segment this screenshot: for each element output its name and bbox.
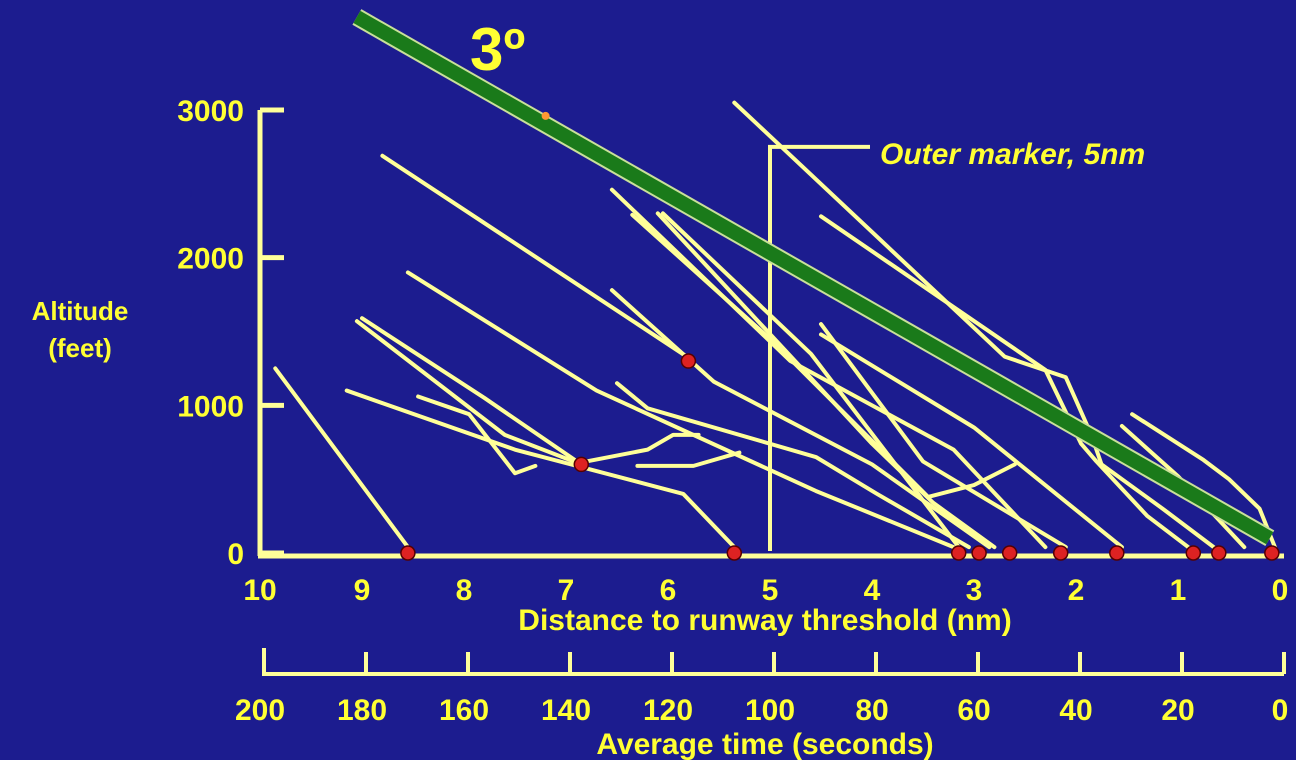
flight-track (819, 214, 1191, 550)
time-tick-label: 0 (1272, 694, 1289, 727)
x-tick-label: 6 (660, 574, 677, 607)
x-tick-label: 7 (558, 574, 575, 607)
flight-track (819, 322, 1068, 550)
flight-track (360, 316, 584, 467)
flight-track (344, 388, 737, 550)
flight-track (630, 212, 1017, 499)
time-tick-label: 140 (541, 694, 591, 727)
outer-marker-line (768, 144, 870, 551)
track-end-dot (1001, 545, 1018, 561)
time-tick-label: 200 (235, 694, 285, 727)
glide-slope (352, 9, 1275, 547)
x-tick-label: 10 (243, 574, 276, 607)
y-tick-label: 3000 (177, 95, 244, 128)
glide-slope-label: 3º (470, 16, 525, 83)
glide-slope-marker (541, 111, 550, 120)
flight-track (405, 270, 956, 550)
track-end-dot (1185, 545, 1202, 561)
flight-track (380, 153, 696, 364)
flight-track (819, 332, 1124, 550)
flight-track (354, 319, 584, 467)
y-axis-label-line1: Altitude (32, 296, 129, 326)
flight-track (635, 450, 742, 468)
track-end-dot (1052, 545, 1069, 561)
x-axis-label: Distance to runway threshold (nm) (518, 604, 1011, 637)
track-end-dot (1211, 545, 1227, 561)
track-end-dot (680, 353, 697, 369)
flight-track (584, 432, 701, 464)
time-axis-label: Average time (seconds) (596, 728, 933, 760)
flight-track (273, 366, 410, 550)
time-tick-label: 80 (855, 694, 888, 727)
x-tick-label: 9 (354, 574, 371, 607)
flight-track (416, 394, 538, 476)
x-tick-label: 3 (966, 574, 983, 607)
x-tick-label: 8 (456, 574, 473, 607)
x-tick-label: 0 (1272, 574, 1289, 607)
glide-slope-line (353, 10, 1274, 545)
track-end-dot (400, 545, 416, 561)
flight-track (660, 211, 961, 550)
y-tick-label: 1000 (177, 390, 244, 423)
time-tick-label: 60 (957, 694, 990, 727)
track-end-dot (1109, 545, 1125, 561)
x-tick-label: 2 (1068, 574, 1085, 607)
track-end-dot (971, 545, 987, 561)
x-tick-label: 5 (762, 574, 779, 607)
track-end-dot (573, 456, 590, 473)
flight-track (615, 381, 971, 550)
track-end-dot (726, 545, 743, 561)
time-tick-label: 40 (1059, 694, 1092, 727)
time-tick-label: 120 (643, 694, 693, 727)
time-tick-label: 160 (439, 694, 489, 727)
x-tick-label: 4 (864, 574, 881, 607)
track-end-dot (1264, 545, 1280, 561)
y-tick-label: 0 (227, 538, 244, 571)
time-tick-label: 180 (337, 694, 387, 727)
time-tick-label: 20 (1161, 694, 1194, 727)
time-tick-label: 100 (745, 694, 795, 727)
y-tick-label: 2000 (177, 243, 244, 276)
flight-track (609, 288, 992, 550)
endpoints (400, 353, 1280, 561)
track-end-dot (950, 545, 967, 561)
y-axis-label-line2: (feet) (48, 333, 112, 363)
outer-marker-label: Outer marker, 5nm (880, 138, 1145, 171)
x-tick-label: 1 (1170, 574, 1187, 607)
flight-track (1130, 412, 1277, 550)
